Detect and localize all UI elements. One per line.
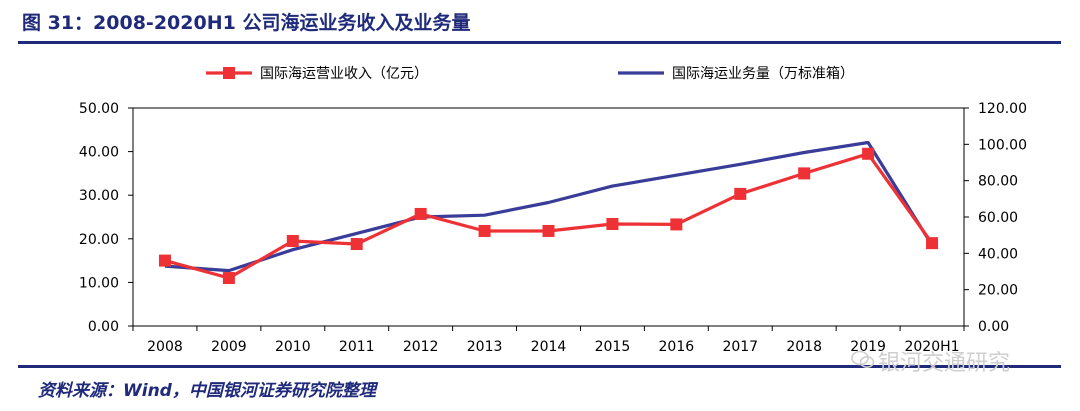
title-divider — [18, 41, 1061, 44]
y-right-tick-label: 100.00 — [978, 137, 1027, 153]
revenue-point — [158, 254, 171, 267]
y-right-tick-label: 20.00 — [978, 283, 1018, 299]
footer-divider — [18, 365, 1061, 368]
x-tick-label: 2010 — [275, 339, 311, 355]
x-tick-label: 2016 — [659, 339, 695, 355]
x-tick-label: 2017 — [722, 339, 758, 355]
x-tick-label: 2012 — [403, 339, 439, 355]
x-tick-label: 2009 — [211, 339, 247, 355]
chart-title: 图 31：2008-2020H1 公司海运业务收入及业务量 — [22, 12, 471, 34]
revenue-line — [164, 152, 934, 280]
chart-marks — [158, 140, 939, 285]
x-tick-label: 2020H1 — [904, 339, 959, 355]
revenue-point — [862, 147, 875, 160]
revenue-point — [734, 187, 747, 200]
revenue-point — [798, 167, 811, 180]
x-tick-label: 2008 — [147, 339, 183, 355]
revenue-point — [286, 234, 299, 247]
revenue-point — [222, 272, 235, 285]
y-right-tick-label: 80.00 — [978, 174, 1018, 190]
x-tick-label: 2014 — [531, 339, 567, 355]
legend-label-revenue: 国际海运营业收入（亿元） — [260, 66, 428, 82]
y-right-tick-label: 60.00 — [978, 210, 1018, 226]
y-right-tick-label: 0.00 — [978, 319, 1009, 335]
y-left-tick-label: 10.00 — [79, 275, 119, 291]
y-right-tick-label: 40.00 — [978, 246, 1018, 262]
x-tick-label: 2018 — [786, 339, 822, 355]
revenue-point — [478, 224, 491, 237]
revenue-point — [670, 218, 683, 231]
y-left-tick-label: 30.00 — [79, 188, 119, 204]
legend-marker-revenue — [223, 67, 235, 79]
plot-frame — [132, 107, 965, 327]
axes: 0.00 10.00 20.00 30.00 40.00 50.00 0.00 20.00 40… — [79, 101, 1027, 355]
revenue-point — [350, 238, 363, 251]
y-left-tick-label: 50.00 — [79, 101, 119, 117]
watermark-text: 银河交通研究 — [878, 351, 1011, 376]
x-tick-label: 2015 — [595, 339, 631, 355]
y-left-tick-label: 0.00 — [88, 319, 119, 335]
revenue-point — [926, 237, 939, 250]
wechat-icon — [851, 350, 875, 368]
source-note: 资料来源：Wind，中国银河证券研究院整理 — [38, 381, 376, 401]
y-right-tick-label: 120.00 — [978, 101, 1027, 117]
y-left-tick-label: 40.00 — [79, 145, 119, 161]
revenue-point — [414, 207, 427, 220]
revenue-point — [542, 224, 555, 237]
legend: 国际海运营业收入（亿元） 国际海运业务量（万标准箱） — [206, 66, 854, 82]
y-left-tick-label: 20.00 — [79, 232, 119, 248]
x-tick-label: 2013 — [467, 339, 503, 355]
legend-label-volume: 国际海运业务量（万标准箱） — [672, 66, 854, 82]
x-tick-label: 2011 — [339, 339, 375, 355]
volume-line — [164, 140, 934, 273]
revenue-point — [606, 217, 619, 230]
